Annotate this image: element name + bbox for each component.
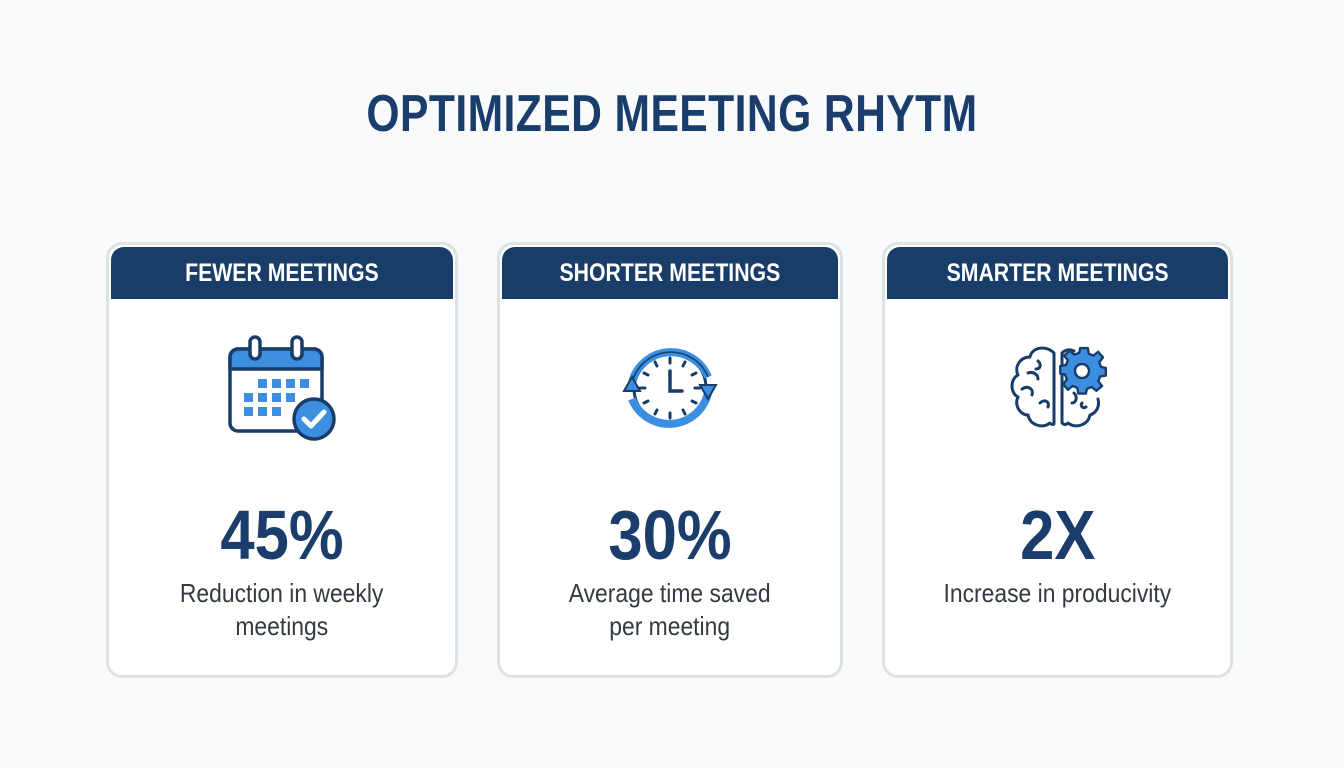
- card-header-label: FEWER MEETINGS: [185, 258, 379, 287]
- stat-card-fewer-meetings: FEWER MEETINGS 45% Reduction in weekly m…: [106, 242, 458, 678]
- card-header-label: SMARTER MEETINGS: [946, 258, 1169, 287]
- calendar-check-icon: [109, 333, 455, 443]
- page-title: OPTIMIZED MEETING RHYTM: [366, 85, 978, 143]
- stat-value: 30%: [608, 496, 732, 574]
- stat-value: 2X: [1019, 496, 1096, 574]
- stat-card-shorter-meetings: SHORTER MEETINGS 30% Average time saved …: [497, 242, 843, 678]
- card-header: FEWER MEETINGS: [111, 247, 453, 299]
- brain-gear-icon: [885, 333, 1230, 443]
- card-header-label: SHORTER MEETINGS: [559, 258, 781, 287]
- card-header: SMARTER MEETINGS: [887, 247, 1228, 299]
- stat-description: Increase in producivity: [943, 578, 1172, 608]
- stat-value: 45%: [220, 496, 344, 574]
- clock-cycle-icon: [500, 333, 840, 443]
- stat-description: Average time saved per meeting: [569, 578, 771, 641]
- stat-description: Reduction in weekly meetings: [180, 578, 384, 641]
- stat-card-smarter-meetings: SMARTER MEETINGS 2X Increase in produciv…: [882, 242, 1233, 678]
- card-header: SHORTER MEETINGS: [502, 247, 838, 299]
